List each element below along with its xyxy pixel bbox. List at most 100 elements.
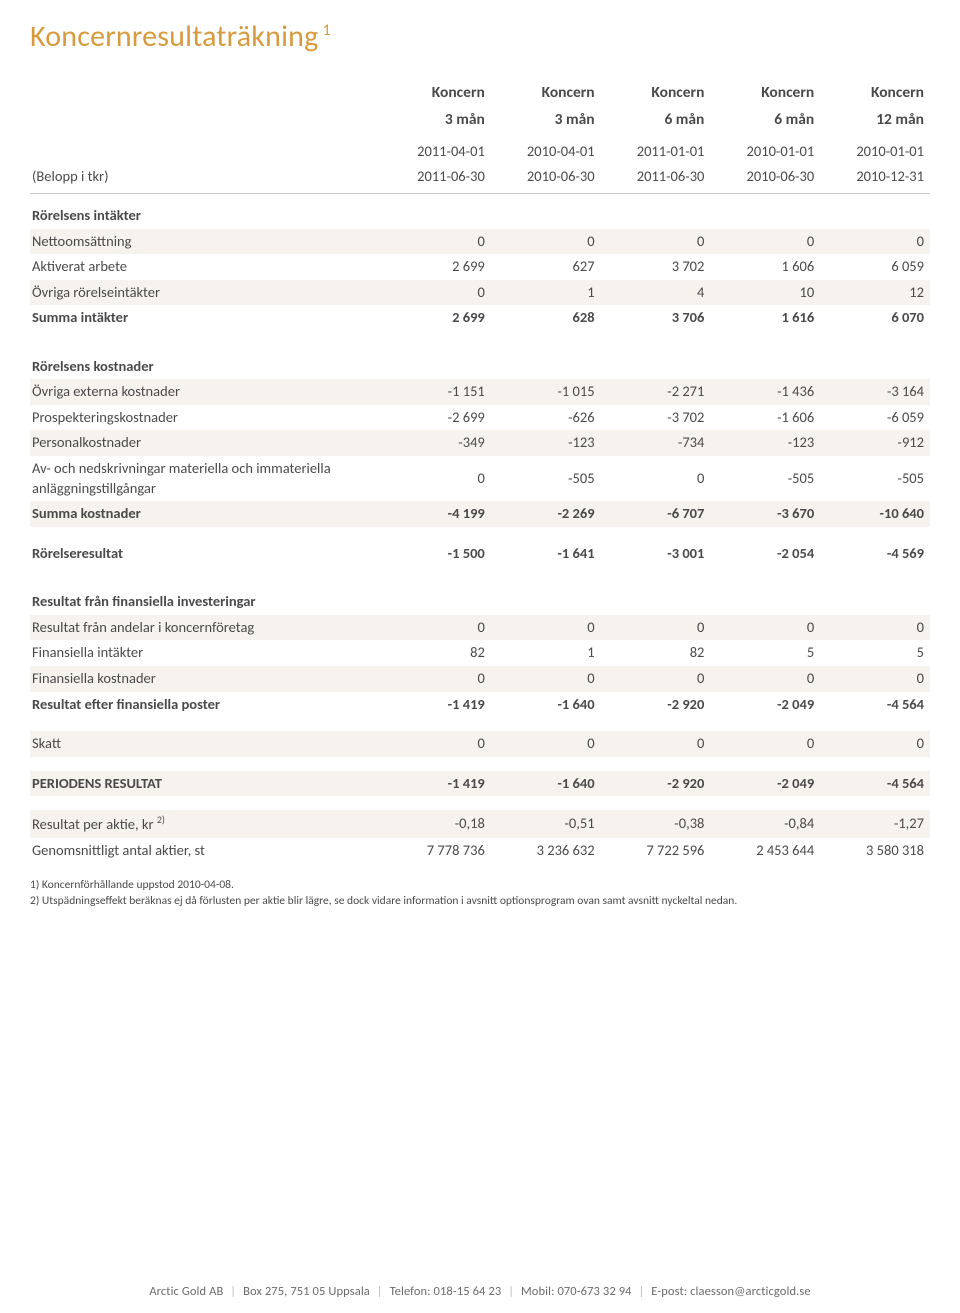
cell-value: -2 054 (710, 541, 820, 567)
table-body: Rörelsens intäkterNettoomsättning00000Ak… (30, 193, 930, 863)
col-period: 12 mån (820, 107, 930, 139)
cell-value: 627 (491, 254, 601, 280)
row-label: Summa kostnader (30, 501, 381, 527)
row-label: Aktiverat arbete (30, 254, 381, 280)
row-label: Finansiella intäkter (30, 640, 381, 666)
row-label: Genomsnittligt antal aktier, st (30, 838, 381, 864)
cell-value: -1 640 (491, 692, 601, 718)
row-label: Skatt (30, 731, 381, 757)
row-label: Finansiella kostnader (30, 666, 381, 692)
footer-part: Mobil: 070-673 32 94 (521, 1284, 632, 1299)
cell-value: -1 500 (381, 541, 491, 567)
cell-value: -1 640 (491, 771, 601, 797)
cell-value: 0 (601, 666, 711, 692)
cell-value: 82 (601, 640, 711, 666)
cell-value: -1 419 (381, 771, 491, 797)
footer-sep: | (374, 1284, 386, 1299)
row-label: Övriga externa kostnader (30, 379, 381, 405)
cell-value: 5 (820, 640, 930, 666)
col-title: Koncern (491, 73, 601, 107)
income-statement-table: Koncern Koncern Koncern Koncern Koncern … (30, 73, 930, 863)
cell-value (820, 345, 930, 380)
col-date-to: 2010-06-30 (710, 164, 820, 193)
cell-value: -626 (491, 405, 601, 431)
row-label: Rörelsens intäkter (30, 193, 381, 228)
col-period: 3 mån (381, 107, 491, 139)
cell-value: -1 151 (381, 379, 491, 405)
cell-value: -2 920 (601, 692, 711, 718)
cell-value: 2 699 (381, 305, 491, 331)
cell-value: -3 001 (601, 541, 711, 567)
cell-value: -2 920 (601, 771, 711, 797)
cell-value: -1 606 (710, 405, 820, 431)
cell-value: -0,51 (491, 810, 601, 837)
cell-value: 0 (820, 731, 930, 757)
footer-sep: | (636, 1284, 648, 1299)
cell-value: 3 580 318 (820, 838, 930, 864)
cell-value: 1 616 (710, 305, 820, 331)
col-date-from: 2010-01-01 (820, 139, 930, 165)
footer-sep: | (505, 1284, 517, 1299)
cell-value: -4 564 (820, 771, 930, 797)
cell-value: 0 (710, 666, 820, 692)
col-period: 6 mån (710, 107, 820, 139)
cell-value: 0 (820, 615, 930, 641)
col-period: 6 mån (601, 107, 711, 139)
cell-value: 0 (710, 615, 820, 641)
cell-value: 0 (381, 456, 491, 501)
cell-value: 0 (820, 666, 930, 692)
cell-value: 6 059 (820, 254, 930, 280)
cell-value: 10 (710, 280, 820, 306)
cell-value: 0 (601, 229, 711, 255)
row-label-header: (Belopp i tkr) (30, 164, 381, 193)
cell-value: -6 059 (820, 405, 930, 431)
cell-value: 2 699 (381, 254, 491, 280)
cell-value: 1 (491, 280, 601, 306)
cell-value: 0 (491, 229, 601, 255)
cell-value: -734 (601, 430, 711, 456)
cell-value: -123 (710, 430, 820, 456)
row-label: Personalkostnader (30, 430, 381, 456)
col-date-to: 2010-12-31 (820, 164, 930, 193)
cell-value (491, 193, 601, 228)
row-label: Resultat från finansiella investeringar (30, 580, 381, 615)
cell-value: -3 164 (820, 379, 930, 405)
cell-value (601, 193, 711, 228)
cell-value: 2 453 644 (710, 838, 820, 864)
cell-value: -10 640 (820, 501, 930, 527)
col-date-from: 2011-01-01 (601, 139, 711, 165)
row-label: Resultat efter finansiella poster (30, 692, 381, 718)
cell-value: 1 (491, 640, 601, 666)
col-period: 3 mån (491, 107, 601, 139)
cell-value: 0 (381, 229, 491, 255)
cell-value: 0 (381, 280, 491, 306)
cell-value: -0,18 (381, 810, 491, 837)
footnotes: 1) Koncernförhållande uppstod 2010-04-08… (30, 877, 930, 909)
cell-value: 0 (381, 666, 491, 692)
cell-value: 0 (710, 229, 820, 255)
cell-value: 0 (710, 731, 820, 757)
cell-value: 3 702 (601, 254, 711, 280)
footnote: 1) Koncernförhållande uppstod 2010-04-08… (30, 877, 930, 893)
col-title: Koncern (381, 73, 491, 107)
cell-value: -1 015 (491, 379, 601, 405)
cell-value (710, 580, 820, 615)
row-label: Resultat från andelar i koncernföretag (30, 615, 381, 641)
cell-value: 6 070 (820, 305, 930, 331)
cell-value: -1,27 (820, 810, 930, 837)
col-date-to: 2011-06-30 (381, 164, 491, 193)
page-footer: Arctic Gold AB | Box 275, 751 05 Uppsala… (0, 1284, 960, 1299)
footer-part: E-post: claesson@arcticgold.se (651, 1284, 810, 1299)
cell-value: 1 606 (710, 254, 820, 280)
row-label: Rörelseresultat (30, 541, 381, 567)
cell-value: -6 707 (601, 501, 711, 527)
cell-value: -1 436 (710, 379, 820, 405)
cell-value: -505 (710, 456, 820, 501)
cell-value: -0,84 (710, 810, 820, 837)
cell-value: -2 271 (601, 379, 711, 405)
cell-value: -505 (491, 456, 601, 501)
cell-value: -2 049 (710, 771, 820, 797)
cell-value (381, 580, 491, 615)
title-text: Koncernresultaträkning (30, 18, 318, 55)
row-label: Av- och nedskrivningar materiella och im… (30, 456, 381, 501)
